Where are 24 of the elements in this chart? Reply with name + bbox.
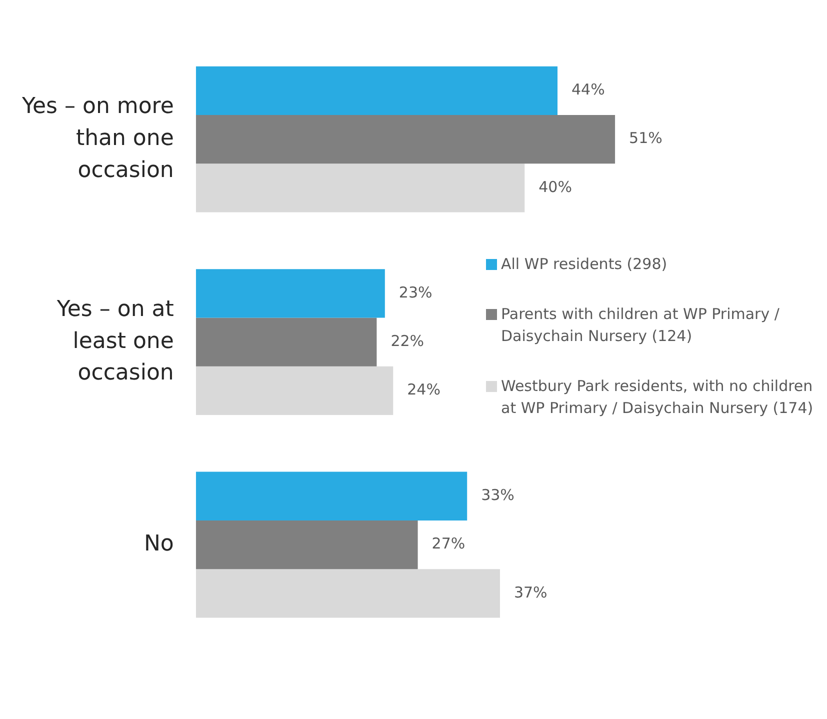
y-tick-label: No bbox=[144, 532, 174, 556]
bar bbox=[196, 318, 377, 366]
data-label: 27% bbox=[432, 534, 466, 553]
bar bbox=[196, 472, 468, 520]
bar bbox=[196, 114, 616, 164]
data-label: 44% bbox=[572, 80, 605, 99]
data-label: 37% bbox=[514, 583, 548, 602]
data-label: 51% bbox=[629, 129, 662, 148]
legend-label: All WP residents (298) bbox=[501, 254, 668, 275]
bar bbox=[196, 66, 558, 115]
legend-label: Westbury Park residents, with no children at WP Primary / Daisychain Nursery (174) bbox=[501, 376, 814, 419]
bar bbox=[196, 164, 525, 212]
data-label: 24% bbox=[407, 380, 440, 399]
bar bbox=[196, 269, 385, 318]
bar bbox=[196, 569, 500, 618]
y-tick-label: Yes – on at least one occasion bbox=[56, 296, 174, 386]
data-label: 40% bbox=[538, 178, 572, 196]
y-tick-label: Yes – on more than one occasion bbox=[20, 94, 174, 183]
legend-label: Parents with children at WP Primary / Daisychain Nursery (124) bbox=[501, 304, 780, 347]
bar bbox=[196, 366, 394, 416]
data-label: 23% bbox=[398, 283, 432, 302]
bar bbox=[196, 520, 418, 570]
data-label: 33% bbox=[481, 486, 514, 504]
data-label: 22% bbox=[390, 332, 424, 350]
